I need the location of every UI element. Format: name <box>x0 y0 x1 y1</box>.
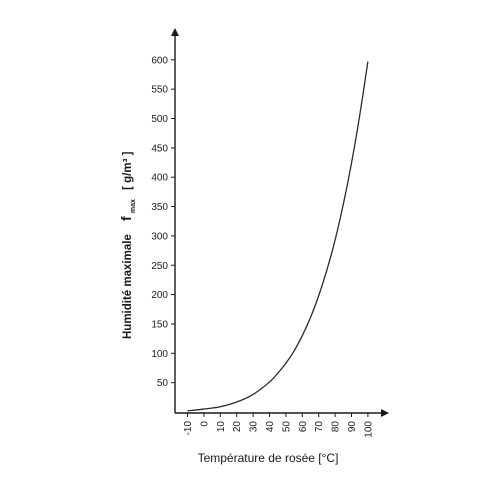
y-axis-subscript: max <box>130 199 137 213</box>
x-tick-label: 0 <box>199 421 210 427</box>
x-tick-label: 30 <box>249 421 260 433</box>
y-tick-label: 100 <box>151 349 168 360</box>
x-tick-label: 90 <box>347 421 358 433</box>
x-tick-label: 80 <box>331 421 342 433</box>
x-tick-label: -10 <box>183 421 194 436</box>
y-tick-label: 550 <box>151 85 168 96</box>
y-axis-label-text: Humidité maximale <box>122 234 134 339</box>
x-axis-title: Température de rosée [°C] <box>198 451 339 465</box>
y-tick-label: 450 <box>151 143 168 154</box>
y-axis-symbol: f <box>118 216 134 221</box>
y-tick-label: 350 <box>151 202 168 213</box>
x-tick-label: 20 <box>232 421 243 433</box>
x-tick-label: 50 <box>281 421 292 433</box>
y-tick-label: 600 <box>151 55 168 66</box>
y-tick-label: 400 <box>151 173 168 184</box>
x-tick-label: 60 <box>298 421 309 433</box>
humidity-curve <box>187 61 369 412</box>
y-tick-label: 200 <box>151 290 168 301</box>
y-tick-label: 250 <box>151 261 168 272</box>
x-tick-label: 100 <box>363 421 374 438</box>
y-tick-label: 150 <box>151 319 168 330</box>
y-tick-label: 50 <box>157 378 169 389</box>
y-tick-label: 500 <box>151 114 168 125</box>
x-tick-label: 10 <box>216 421 227 433</box>
y-tick-label: 300 <box>151 231 168 242</box>
y-axis-title: Humidité maximale f max [ g/m³ ] <box>118 151 138 339</box>
x-tick-label: 70 <box>314 421 325 433</box>
y-axis-unit: [ g/m³ ] <box>122 151 134 189</box>
x-tick-label: 40 <box>265 421 276 433</box>
